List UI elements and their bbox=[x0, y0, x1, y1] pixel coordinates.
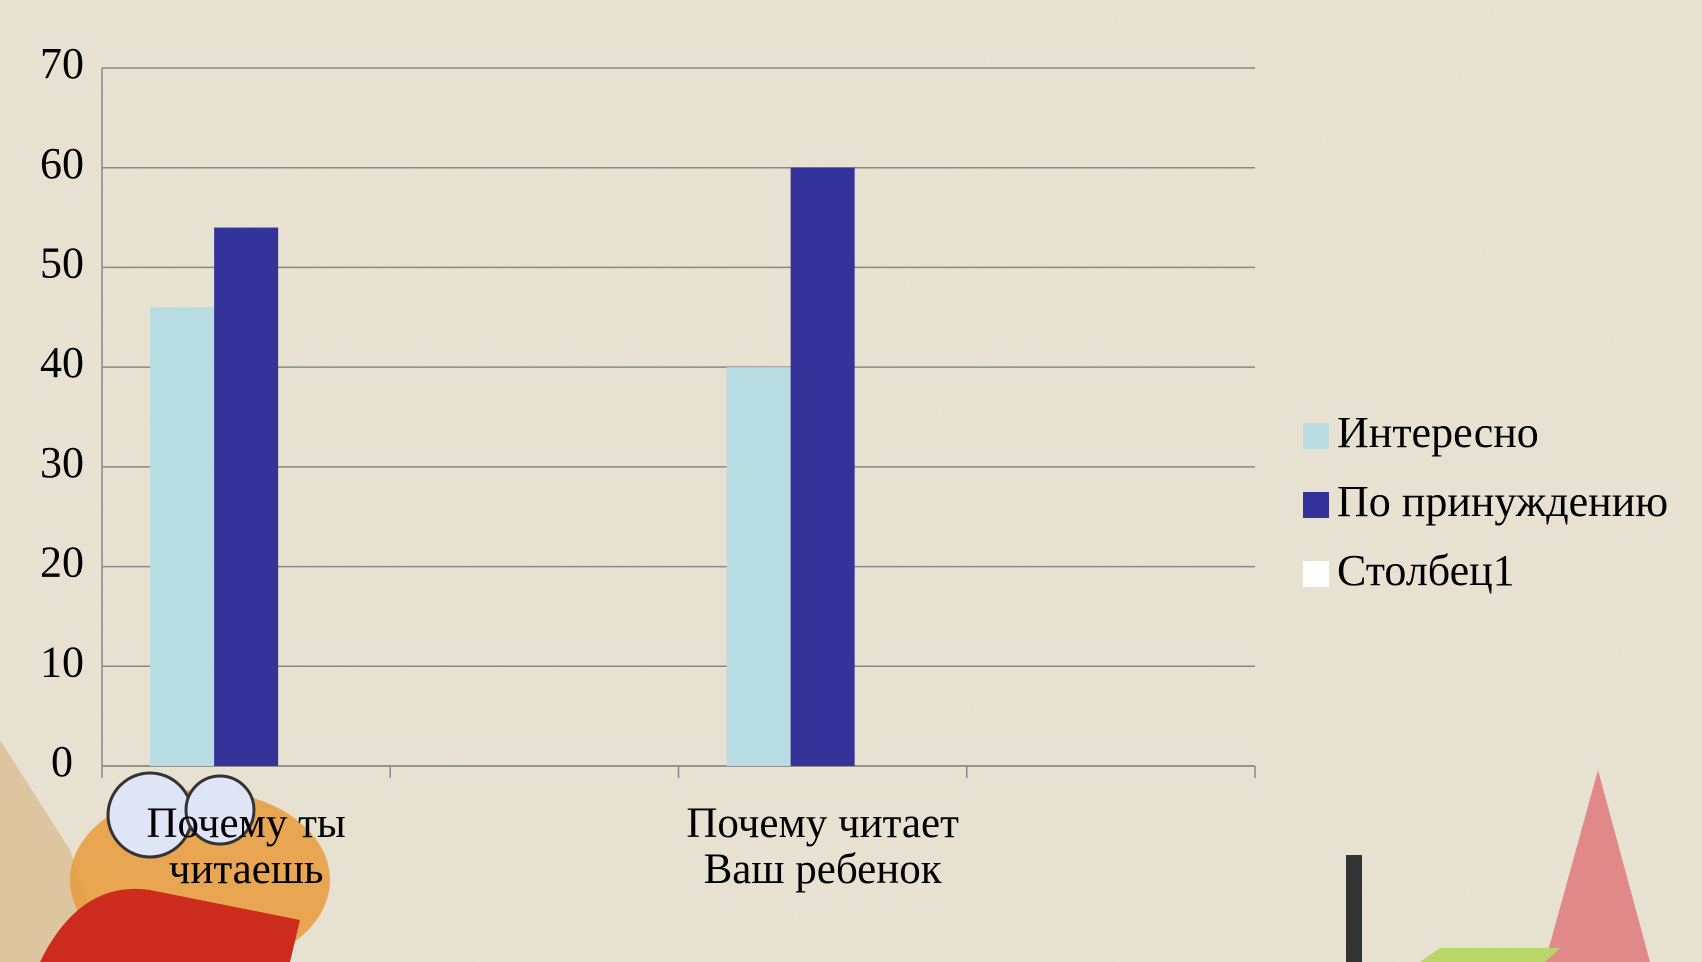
y-tick-label: 70 bbox=[40, 39, 84, 88]
decor-compass bbox=[1346, 855, 1362, 962]
page: 0 10 20 30 40 50 60 70 Интересно По принуждению Ст… bbox=[0, 0, 1702, 962]
x-tick-label: Почему ты читаешь bbox=[106, 801, 386, 893]
x-tick-label: Почему читает Ваш ребенок bbox=[683, 801, 963, 893]
legend-swatch bbox=[1303, 423, 1329, 449]
y-tick-label: 20 bbox=[40, 538, 84, 587]
bar bbox=[791, 168, 855, 766]
y-tick-label: 50 bbox=[40, 239, 84, 288]
bar bbox=[150, 307, 214, 766]
legend-swatch bbox=[1303, 492, 1329, 518]
bar bbox=[214, 228, 278, 766]
decor-block bbox=[1420, 948, 1560, 962]
legend-label: Интересно bbox=[1337, 408, 1539, 457]
y-tick-label: 30 bbox=[40, 438, 84, 487]
y-tick-label: 0 bbox=[51, 737, 73, 786]
y-tick-label: 10 bbox=[40, 637, 84, 686]
legend-swatch bbox=[1303, 561, 1329, 587]
y-tick-label: 60 bbox=[40, 139, 84, 188]
y-tick-label: 40 bbox=[40, 338, 84, 387]
bar bbox=[727, 367, 791, 766]
legend-label: Столбец1 bbox=[1337, 546, 1515, 595]
legend-label: По принуждению bbox=[1337, 477, 1668, 526]
